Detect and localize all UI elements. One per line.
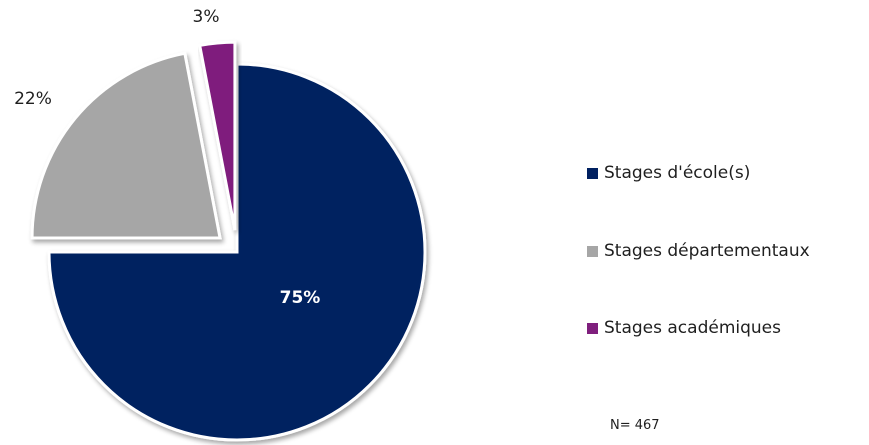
- pie-slice-academiques: [197, 40, 237, 231]
- data-label-ecole: 75%: [280, 288, 321, 308]
- legend-label-ecole: Stages d'école(s): [604, 163, 751, 183]
- data-label-departementaux: 22%: [14, 89, 52, 109]
- legend-label-academiques: Stages académiques: [604, 318, 781, 338]
- sample-size-note: N= 467: [610, 418, 660, 433]
- legend-item-departementaux: Stages départementaux: [587, 238, 810, 264]
- legend-item-academiques: Stages académiques: [587, 315, 781, 341]
- legend-label-departementaux: Stages départementaux: [604, 241, 810, 261]
- legend-swatch-departementaux: [587, 245, 598, 257]
- legend-swatch-academiques: [587, 322, 598, 334]
- pie-slice-departementaux: [30, 51, 222, 240]
- legend-swatch-ecole: [587, 167, 598, 179]
- pie-slice-ecole: [47, 62, 427, 442]
- legend-item-ecole: Stages d'école(s): [587, 160, 750, 186]
- data-label-academiques: 3%: [193, 7, 220, 27]
